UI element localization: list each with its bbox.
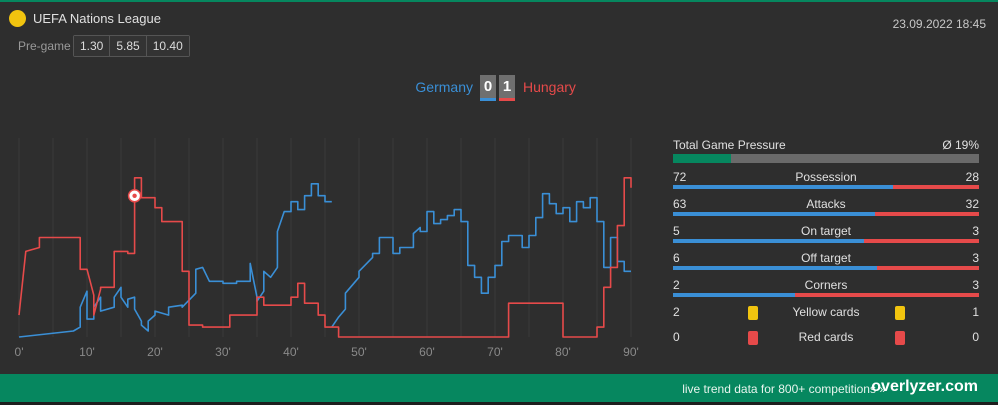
stat-bar: [673, 212, 979, 216]
stat-away-value: 3: [972, 251, 979, 265]
stat-row-possession: 72 Possession 28: [673, 167, 979, 194]
odds-group: 1.30 5.85 10.40: [73, 35, 190, 57]
pressure-value: Ø 19%: [942, 138, 979, 152]
stat-row-off-target: 6 Off target 3: [673, 248, 979, 275]
odd-home[interactable]: 1.30: [74, 36, 111, 56]
stat-home-value: 5: [673, 224, 680, 238]
yellow-cards-away: 1: [972, 305, 979, 319]
pressure-row: Total Game Pressure Ø 19%: [673, 138, 979, 152]
league-name[interactable]: UEFA Nations League: [33, 11, 161, 26]
stat-row-on-target: 5 On target 3: [673, 221, 979, 248]
chart-series-germany: [18, 183, 332, 338]
stat-home-value: 72: [673, 170, 687, 184]
pressure-chart: 0' 10' 20' 30' 40' 50' 60' 70' 80' 90': [0, 130, 650, 370]
stat-bar-home: [673, 293, 796, 297]
red-cards-away: 0: [972, 330, 979, 344]
home-score: 0: [480, 75, 496, 101]
stat-away-value: 32: [965, 197, 979, 211]
scoreline: Germany 0 1 Hungary: [0, 75, 998, 105]
stat-away-value: 28: [965, 170, 979, 184]
pressure-label: Total Game Pressure: [673, 138, 786, 152]
yellow-cards-home: 2: [673, 305, 680, 319]
chart-x-tick-label: 40': [283, 345, 299, 359]
stats-panel: Total Game Pressure Ø 19% 72 Possession …: [673, 138, 979, 352]
pressure-bar: [673, 154, 979, 163]
card-row-red: 0 Red cards 0: [673, 327, 979, 352]
footer-text[interactable]: live trend data for 800+ competitions »: [682, 382, 886, 396]
match-datetime: 23.09.2022 18:45: [892, 17, 986, 31]
stat-label: Attacks: [806, 197, 846, 211]
chart-x-tick-label: 30': [215, 345, 231, 359]
home-team-name[interactable]: Germany: [415, 79, 473, 95]
bottom-edge: [0, 402, 998, 405]
red-cards-label: Red cards: [798, 330, 854, 344]
stat-bar: [673, 266, 979, 270]
stat-label: Off target: [801, 251, 851, 265]
chart-series-germany: [331, 192, 631, 328]
football-icon-center: [132, 193, 137, 198]
stat-bar-away: [877, 266, 979, 270]
stat-bar-away: [893, 185, 979, 189]
stat-label: Possession: [795, 170, 857, 184]
chart-x-tick-label: 70': [487, 345, 503, 359]
chart-x-tick-label: 0': [15, 345, 24, 359]
stat-label: Corners: [804, 278, 848, 292]
stat-row-attacks: 63 Attacks 32: [673, 194, 979, 221]
chart-x-tick-label: 10': [79, 345, 95, 359]
red-card-icon: [748, 331, 758, 345]
stat-away-value: 3: [972, 224, 979, 238]
footer-banner[interactable]: live trend data for 800+ competitions » …: [0, 374, 998, 402]
chart-x-tick-label: 90': [623, 345, 639, 359]
stat-bar-away: [874, 212, 979, 216]
pressure-chart-svg: 0' 10' 20' 30' 40' 50' 60' 70' 80' 90': [15, 138, 639, 359]
away-team-name[interactable]: Hungary: [523, 79, 576, 95]
chart-series-hungary: [18, 177, 632, 338]
chart-x-tick-label: 60': [419, 345, 435, 359]
stat-bar-away: [795, 293, 979, 297]
league-icon: [9, 10, 26, 27]
odd-draw[interactable]: 5.85: [110, 36, 147, 56]
stat-bar-home: [673, 266, 878, 270]
yellow-card-icon: [895, 306, 905, 320]
card-row-yellow: 2 Yellow cards 1: [673, 302, 979, 327]
stat-away-value: 3: [972, 278, 979, 292]
away-score: 1: [499, 75, 515, 101]
stat-bar-away: [864, 239, 979, 243]
stat-home-value: 2: [673, 278, 680, 292]
stat-row-corners: 2 Corners 3: [673, 275, 979, 302]
top-accent-line: [0, 0, 998, 2]
odd-away[interactable]: 10.40: [146, 36, 189, 56]
yellow-cards-label: Yellow cards: [792, 305, 860, 319]
stat-bar: [673, 293, 979, 297]
stat-rows: 72 Possession 28 63 Attacks 32 5 On targ…: [673, 167, 979, 302]
stat-bar: [673, 239, 979, 243]
stat-label: On target: [800, 224, 852, 238]
stat-bar-home: [673, 185, 894, 189]
stat-bar-home: [673, 212, 875, 216]
chart-x-tick-label: 80': [555, 345, 571, 359]
red-cards-home: 0: [673, 330, 680, 344]
chart-x-tick-label: 50': [351, 345, 367, 359]
stat-home-value: 6: [673, 251, 680, 265]
pressure-bar-fill: [673, 154, 732, 163]
stat-bar: [673, 185, 979, 189]
red-card-icon: [895, 331, 905, 345]
footer-brand-logo[interactable]: overlyzer.com: [871, 378, 978, 395]
pregame-label: Pre-game: [18, 39, 71, 53]
yellow-card-icon: [748, 306, 758, 320]
chart-x-tick-label: 20': [147, 345, 163, 359]
stat-bar-home: [673, 239, 865, 243]
stat-home-value: 63: [673, 197, 687, 211]
